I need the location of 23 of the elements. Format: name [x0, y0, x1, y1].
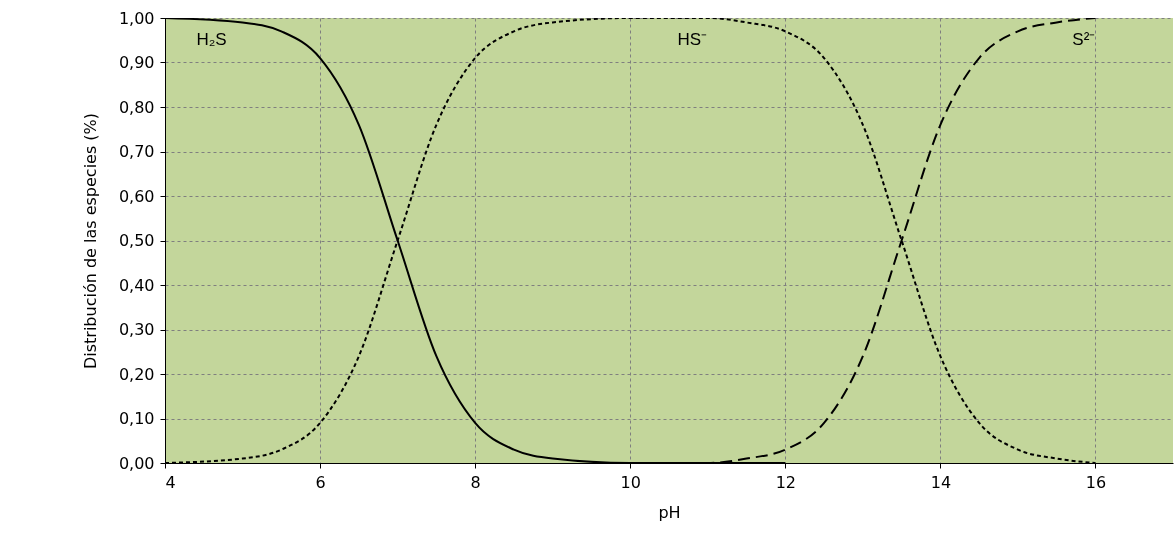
y-tick-label: 0,20 [118, 364, 155, 384]
x-tick-label: 10 [620, 472, 641, 492]
y-tick-label: 0,00 [118, 453, 155, 473]
x-tick-label: 4 [165, 472, 176, 492]
y-tick-label: 1,00 [118, 8, 155, 28]
x-tick-label: 16 [1085, 472, 1107, 492]
series-label: S²⁻ [1072, 30, 1096, 50]
y-tick-label: 0,60 [118, 186, 155, 206]
y-axis-title: Distribución de las especies (%) [80, 112, 100, 370]
x-tick-label: 14 [930, 472, 952, 492]
y-tick-label: 0,30 [118, 320, 155, 339]
series-label: HS⁻ [677, 30, 708, 50]
y-tick-label: 0,90 [118, 53, 155, 72]
x-tick-label: 6 [315, 472, 326, 492]
y-tick-label: 0,10 [118, 409, 155, 428]
y-tick-label: 0,80 [118, 97, 155, 117]
y-tick-label: 0,40 [118, 275, 155, 295]
x-tick-label: 12 [775, 472, 796, 492]
x-tick-label: 8 [470, 472, 481, 492]
series-label: H₂S [196, 30, 227, 50]
y-tick-label: 0,50 [118, 231, 155, 250]
y-tick-label: 0,70 [118, 142, 155, 161]
x-axis-title: pH [658, 502, 681, 522]
